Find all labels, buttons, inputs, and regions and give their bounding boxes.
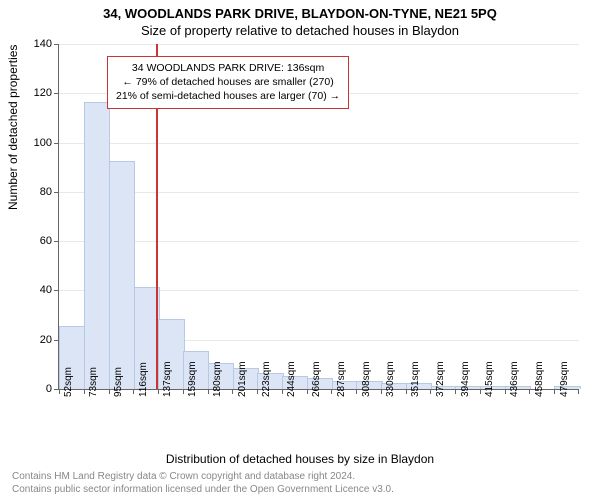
page-title: 34, WOODLANDS PARK DRIVE, BLAYDON-ON-TYN… [0,0,600,21]
x-tick [307,389,308,394]
x-tick [331,389,332,394]
y-tick [54,241,59,242]
x-tick [356,389,357,394]
y-tick-label: 140 [22,38,52,50]
y-tick-label: 100 [22,137,52,149]
x-tick [480,389,481,394]
x-tick-label: 223sqm [261,361,272,397]
x-tick-label: 137sqm [162,361,173,397]
y-tick [54,93,59,94]
page-subtitle: Size of property relative to detached ho… [0,21,600,38]
x-tick [554,389,555,394]
x-tick [133,389,134,394]
footer-line: Contains public sector information licen… [12,483,394,496]
y-tick-label: 60 [22,235,52,247]
grid-line [59,44,579,45]
x-tick-label: 95sqm [113,367,124,397]
x-tick-label: 372sqm [435,361,446,397]
y-tick-label: 0 [22,383,52,395]
x-axis-label: Distribution of detached houses by size … [0,452,600,466]
footer-attribution: Contains HM Land Registry data © Crown c… [12,470,394,496]
x-tick [232,389,233,394]
chart-area: 52sqm73sqm95sqm116sqm137sqm159sqm180sqm2… [58,44,578,389]
histogram-bar [109,161,135,389]
x-tick-label: 52sqm [63,367,74,397]
x-tick-label: 159sqm [187,361,198,397]
x-tick-label: 244sqm [286,361,297,397]
x-tick [282,389,283,394]
y-tick-label: 40 [22,284,52,296]
y-tick [54,290,59,291]
x-tick-label: 351sqm [410,361,421,397]
x-tick-label: 308sqm [361,361,372,397]
x-tick-label: 73sqm [88,367,99,397]
x-tick [578,389,579,394]
callout-line: 34 WOODLANDS PARK DRIVE: 136sqm [116,61,340,75]
callout-box: 34 WOODLANDS PARK DRIVE: 136sqm← 79% of … [107,56,349,109]
callout-line: ← 79% of detached houses are smaller (27… [116,75,340,89]
x-tick [406,389,407,394]
y-tick [54,192,59,193]
x-tick [59,389,60,394]
y-tick-label: 80 [22,186,52,198]
x-tick-label: 287sqm [336,361,347,397]
grid-line [59,143,579,144]
x-tick-label: 458sqm [534,361,545,397]
histogram-plot: 52sqm73sqm95sqm116sqm137sqm159sqm180sqm2… [58,44,579,390]
callout-line: 21% of semi-detached houses are larger (… [116,89,340,103]
x-tick [158,389,159,394]
grid-line [59,192,579,193]
x-tick [208,389,209,394]
x-tick [109,389,110,394]
x-tick-label: 266sqm [311,361,322,397]
x-tick [505,389,506,394]
histogram-bar [84,102,110,389]
x-tick-label: 201sqm [237,361,248,397]
x-tick-label: 180sqm [212,361,223,397]
y-tick-label: 120 [22,87,52,99]
x-tick [183,389,184,394]
y-axis-label: Number of detached properties [6,45,20,210]
x-tick-label: 436sqm [509,361,520,397]
x-tick [257,389,258,394]
x-tick-label: 479sqm [559,361,570,397]
x-tick [529,389,530,394]
x-tick-label: 394sqm [460,361,471,397]
x-tick-label: 116sqm [138,362,149,397]
x-tick [430,389,431,394]
footer-line: Contains HM Land Registry data © Crown c… [12,470,394,483]
y-tick [54,143,59,144]
x-tick-label: 330sqm [385,361,396,397]
y-tick [54,44,59,45]
x-tick [381,389,382,394]
x-tick-label: 415sqm [484,361,495,397]
x-tick [455,389,456,394]
x-tick [84,389,85,394]
grid-line [59,241,579,242]
y-tick-label: 20 [22,334,52,346]
